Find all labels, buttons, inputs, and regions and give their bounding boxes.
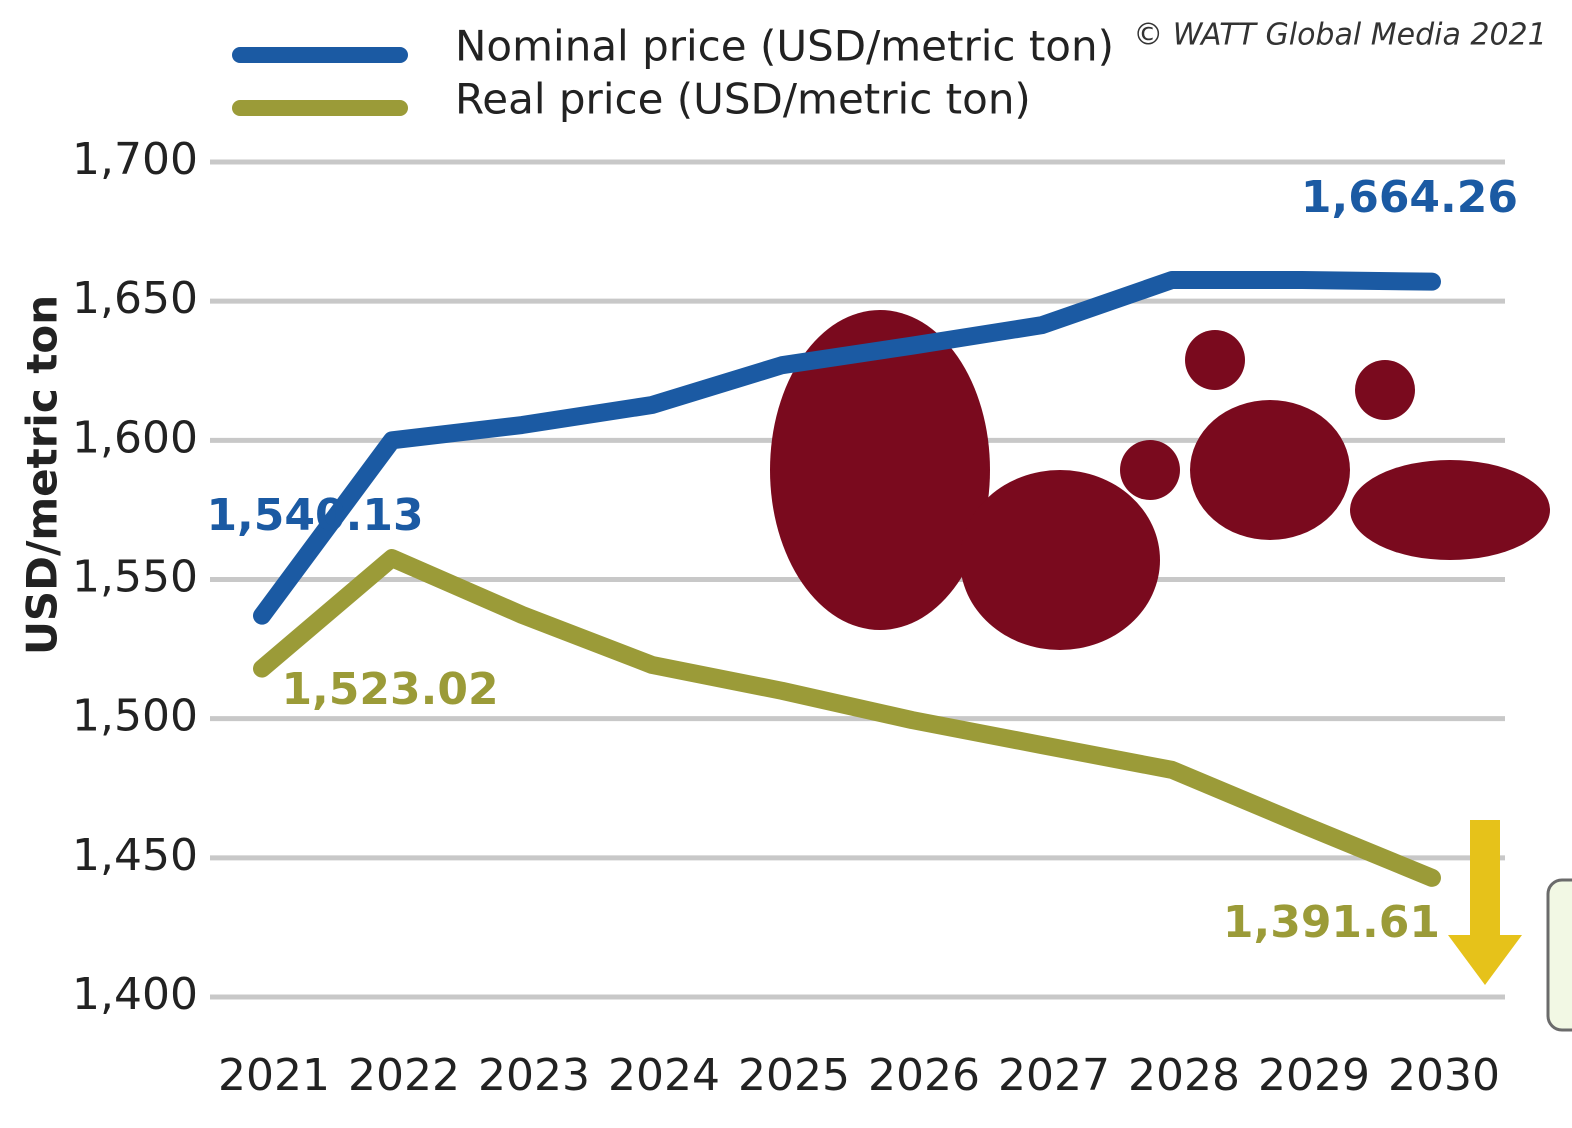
annotation: 1,391.61 [1223,897,1440,948]
y-tick-label: 1,550 [72,552,198,603]
y-tick-label: 1,650 [72,273,198,324]
legend-label: Nominal price (USD/metric ton) [455,22,1114,71]
y-tick-label: 1,700 [72,134,198,185]
y-tick-label: 1,500 [72,691,198,742]
y-tick-label: 1,600 [72,412,198,463]
x-tick-label: 2021 [218,1050,330,1101]
series-line [253,271,1441,625]
x-tick-label: 2025 [738,1050,850,1101]
x-tick-label: 2028 [1128,1050,1240,1101]
y-tick-label: 1,450 [72,830,198,881]
x-tick-label: 2023 [478,1050,590,1101]
x-tick-label: 2024 [608,1050,720,1101]
x-tick-label: 2022 [348,1050,460,1101]
legend-label: Real price (USD/metric ton) [455,75,1031,124]
side-box [1546,878,1572,1032]
y-axis-label: USD/metric ton [18,295,67,655]
series-line [253,549,1441,887]
x-tick-label: 2027 [998,1050,1110,1101]
annotation: 1,664.26 [1301,172,1518,223]
x-tick-label: 2030 [1388,1050,1500,1101]
annotation: 1,540.13 [206,490,423,541]
credit: © WATT Global Media 2021 [1133,18,1546,53]
down-arrow [1448,820,1522,985]
y-tick-label: 1,400 [72,969,198,1020]
x-tick-label: 2026 [868,1050,980,1101]
poultry-silhouettes [770,310,1550,650]
x-tick-label: 2029 [1258,1050,1370,1101]
annotation: 1,523.02 [281,664,498,715]
